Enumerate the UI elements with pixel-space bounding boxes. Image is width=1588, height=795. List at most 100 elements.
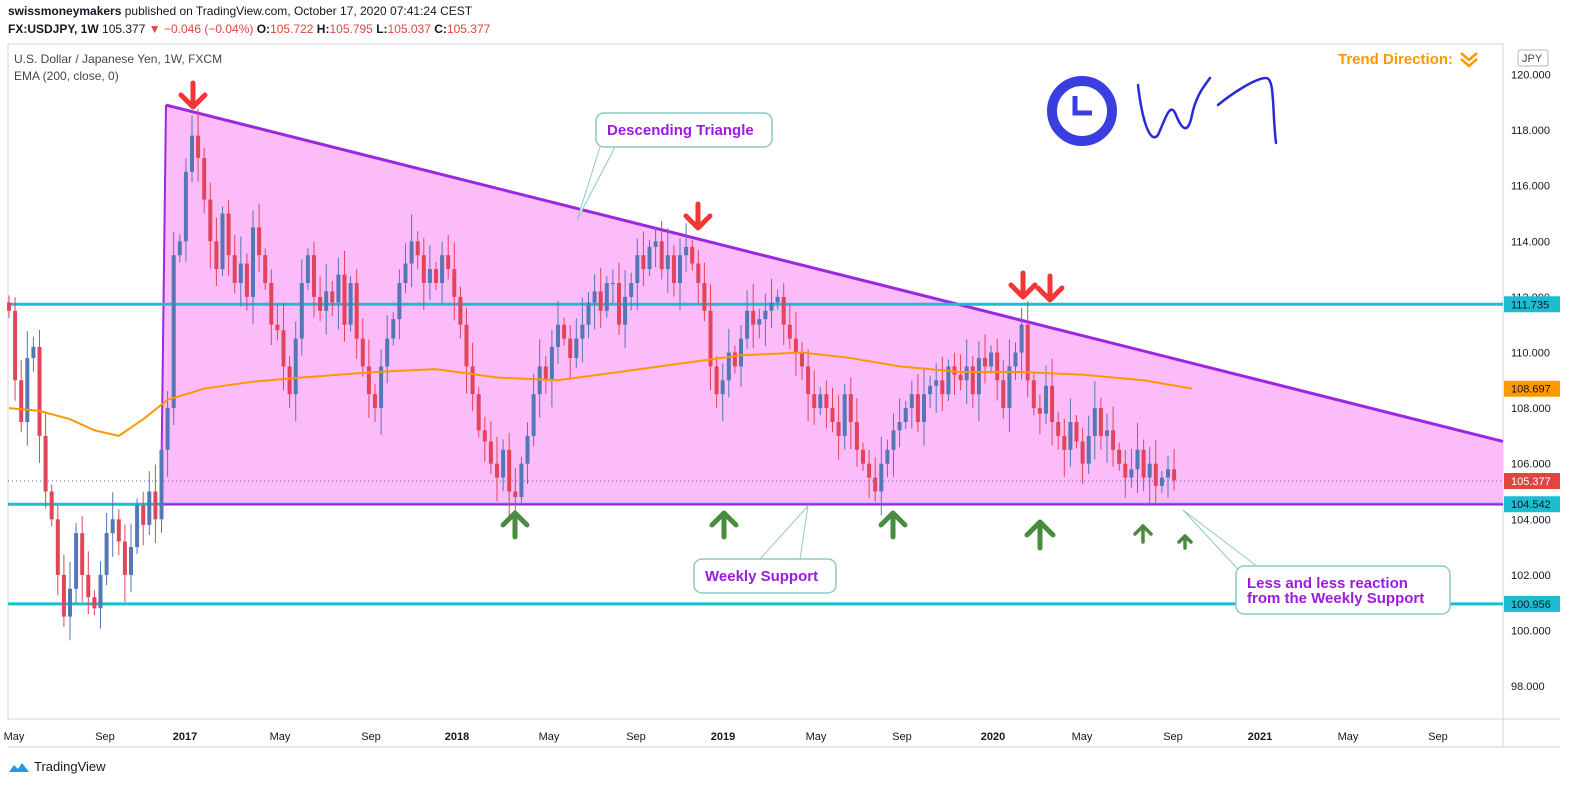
candle-body	[409, 241, 414, 264]
candle-body	[793, 338, 798, 353]
candle-body	[836, 422, 841, 436]
candle-body	[1147, 463, 1152, 478]
candle-body	[800, 352, 804, 367]
candle-body	[391, 319, 396, 339]
candle-body	[873, 477, 878, 492]
symbol-label: FX:USDJPY, 1W	[8, 22, 99, 36]
trend-direction-widget: Trend Direction:	[1338, 50, 1479, 68]
candle-body	[549, 346, 554, 381]
candle-body	[1092, 408, 1097, 436]
candle-body	[238, 263, 243, 283]
candle-body	[501, 449, 506, 478]
candle-body	[305, 255, 310, 283]
less-reaction-callout-text: from the Weekly Support	[1247, 590, 1424, 607]
publish-header: swissmoneymakers published on TradingVie…	[8, 4, 472, 18]
candle-body	[586, 302, 591, 325]
red-arrow-down-icon	[683, 201, 713, 231]
candle-body	[806, 366, 811, 395]
candle-body	[1080, 441, 1085, 464]
author-name[interactable]: swissmoneymakers	[8, 4, 122, 18]
candle-body	[1007, 366, 1012, 409]
y-tick-label: 120.000	[1511, 70, 1551, 82]
candle-body	[867, 463, 872, 478]
candle-body	[1117, 449, 1122, 464]
candle-body	[610, 283, 615, 284]
low-label: L:	[376, 22, 388, 36]
candle-body	[897, 422, 902, 431]
indicator-legend[interactable]: EMA (200, close, 0)	[14, 69, 119, 83]
open-label: O:	[256, 22, 271, 36]
x-tick-label: Sep	[95, 731, 115, 743]
candle-body	[519, 463, 524, 498]
price-label-badge	[1504, 595, 1560, 612]
candle-body	[43, 435, 48, 492]
candle-body	[196, 135, 201, 158]
candle-body	[995, 352, 1000, 381]
candle-body	[86, 574, 91, 598]
candle-body	[190, 135, 194, 172]
tradingview-logo-icon	[9, 762, 29, 772]
red-arrow-down-icon	[1035, 273, 1065, 303]
price-label-badge	[1504, 380, 1560, 397]
candle-body	[25, 358, 30, 422]
descending-triangle-callout-box	[595, 112, 773, 148]
open-value: 105.722	[270, 22, 314, 36]
candle-body	[1098, 408, 1103, 436]
candle-body	[922, 394, 926, 422]
candle-body	[220, 213, 225, 270]
price-change: ▼ −0.046 (−0.04%)	[148, 22, 254, 36]
green-arrow-up-icon	[500, 510, 530, 540]
candle-body	[330, 291, 335, 303]
candle-body	[629, 283, 634, 297]
candle-body	[348, 283, 353, 325]
candle-body	[726, 352, 731, 381]
weekly-support-callout-box	[693, 558, 837, 594]
candle-body	[763, 310, 768, 320]
price-label-text: 105.377	[1511, 476, 1551, 488]
green-arrow-up-icon	[709, 510, 739, 540]
candle-body	[861, 449, 865, 464]
close-value: 105.377	[446, 22, 491, 36]
candle-body	[915, 394, 920, 422]
last-price: 105.377	[102, 22, 146, 36]
candle-body	[31, 346, 36, 359]
candle-body	[373, 394, 377, 409]
y-tick-label: 114.000	[1511, 236, 1550, 248]
x-tick-label: 2020	[981, 731, 1005, 743]
tradingview-footer[interactable]: TradingView	[8, 759, 106, 774]
candle-body	[299, 283, 304, 339]
candle-body	[653, 241, 658, 247]
candle-body	[568, 338, 573, 359]
candle-body	[885, 449, 890, 464]
published-text: published on TradingView.com, October 17…	[124, 4, 473, 18]
candle-body	[403, 263, 408, 283]
candle-body	[787, 324, 792, 339]
candle-body	[562, 324, 567, 339]
candle-body	[891, 430, 896, 450]
x-tick-label: 2021	[1248, 731, 1272, 743]
high-value: 105.795	[329, 22, 373, 36]
x-tick-label: Sep	[892, 731, 912, 743]
candle-body	[104, 533, 109, 575]
candle-body	[159, 449, 164, 520]
candle-body	[848, 394, 853, 422]
x-tick-label: May	[539, 731, 560, 743]
candle-body	[684, 246, 689, 256]
candle-body	[110, 519, 115, 534]
candle-body	[68, 588, 72, 617]
candle-body	[964, 366, 969, 381]
instrument-legend: U.S. Dollar / Japanese Yen, 1W, FXCM	[14, 52, 223, 66]
candle-body	[732, 352, 737, 367]
candle-body	[183, 171, 188, 242]
candle-body	[464, 324, 469, 367]
red-arrow-down-icon	[178, 80, 208, 110]
candle-body	[232, 255, 237, 283]
candle-body	[580, 324, 585, 339]
y-tick-label: 116.000	[1511, 181, 1550, 193]
candle-body	[226, 213, 231, 256]
x-tick-label: Sep	[1428, 731, 1448, 743]
candle-body	[122, 541, 127, 575]
less-reaction-callout-pointer	[1182, 509, 1263, 581]
green-arrow-up-icon	[1177, 534, 1193, 550]
